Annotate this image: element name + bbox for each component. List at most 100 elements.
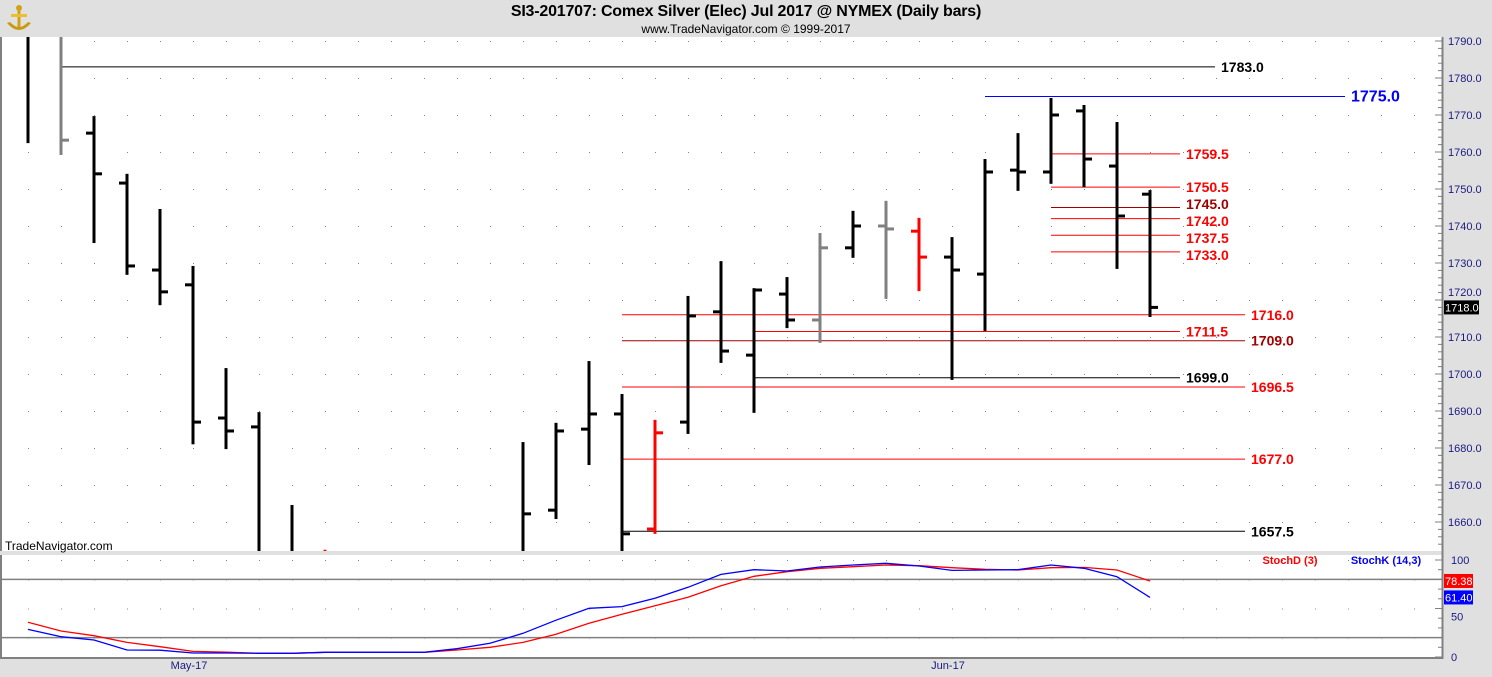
stoch-d-value: 78.38 <box>1445 576 1473 588</box>
grid-dot <box>325 411 326 412</box>
grid-dot <box>490 522 491 523</box>
level-label: 1775.0 <box>1351 89 1400 106</box>
grid-dot <box>1150 560 1151 561</box>
grid-dot <box>1414 608 1415 610</box>
grid-dot <box>556 337 557 338</box>
grid-dot <box>820 608 821 610</box>
grid-dot <box>820 189 821 190</box>
grid-dot <box>61 608 62 610</box>
grid-dot <box>787 189 788 190</box>
grid-dot <box>820 78 821 79</box>
bar-range <box>752 288 756 413</box>
grid-dot <box>358 300 359 301</box>
bar-range <box>191 265 195 445</box>
grid-dot <box>1117 522 1118 523</box>
grid-dot <box>292 152 293 153</box>
grid-dot <box>424 374 425 375</box>
grid-dot <box>28 152 29 153</box>
grid-dot <box>1183 608 1184 610</box>
grid-dot <box>853 411 854 412</box>
grid-dot <box>457 115 458 116</box>
grid-dot <box>820 522 821 523</box>
bar-open-tick <box>845 246 853 250</box>
grid-dot <box>523 152 524 153</box>
grid-dot <box>1183 115 1184 116</box>
grid-dot <box>1084 226 1085 227</box>
grid-dot <box>490 78 491 79</box>
grid-dot <box>457 448 458 449</box>
grid-dot <box>127 300 128 301</box>
grid-dot <box>1282 300 1283 301</box>
grid-dot <box>61 448 62 449</box>
grid-dot <box>1216 448 1217 449</box>
grid-dot <box>160 78 161 79</box>
grid-dot <box>655 189 656 190</box>
grid-dot <box>1249 522 1250 523</box>
grid-dot <box>325 41 326 42</box>
level-label: 1742.0 <box>1186 213 1229 229</box>
price-tick-label: 1690.0 <box>1448 406 1482 418</box>
grid-dot <box>1348 300 1349 301</box>
grid-dot <box>1249 448 1250 449</box>
bar-close-tick <box>1084 157 1092 161</box>
grid-dot <box>1348 608 1349 610</box>
grid-dot <box>556 226 557 227</box>
bar-close-tick <box>589 412 597 416</box>
grid-dot <box>424 411 425 412</box>
stoch-value-box <box>1444 573 1473 588</box>
grid-dot <box>490 411 491 412</box>
grid-dot <box>226 560 227 561</box>
grid-dot <box>1381 374 1382 375</box>
grid-dot <box>787 608 788 610</box>
ohlc-bar <box>647 419 663 534</box>
grid-dot <box>754 485 755 486</box>
bar-range <box>818 233 822 343</box>
grid-dot <box>1249 337 1250 338</box>
price-tick-label: 1770.0 <box>1448 110 1482 122</box>
grid-dot <box>1216 411 1217 412</box>
grid-dot <box>1018 337 1019 338</box>
ohlc-bar <box>26 37 30 144</box>
grid-dot <box>1348 41 1349 42</box>
grid-dot <box>622 263 623 264</box>
grid-dot <box>325 337 326 338</box>
grid-dot <box>358 263 359 264</box>
grid-dot <box>292 337 293 338</box>
bar-close-tick <box>820 246 828 250</box>
grid-dot <box>424 263 425 264</box>
grid-dot <box>589 337 590 338</box>
grid-dot <box>688 608 689 610</box>
grid-dot <box>1018 560 1019 561</box>
grid-dot <box>919 337 920 338</box>
level-label: 1709.0 <box>1251 333 1294 349</box>
bar-range <box>620 393 624 551</box>
grid-dot <box>94 300 95 301</box>
grid-dot <box>1117 485 1118 486</box>
grid-dot <box>127 411 128 412</box>
ohlc-bar <box>323 549 327 552</box>
bar-close-tick <box>655 431 663 435</box>
ohlc-bar <box>119 173 135 275</box>
grid-dot <box>94 608 95 610</box>
grid-dot <box>1183 263 1184 264</box>
grid-dot <box>754 226 755 227</box>
grid-dot <box>919 300 920 301</box>
grid-dot <box>886 300 887 301</box>
price-tick-label: 1700.0 <box>1448 369 1482 381</box>
grid-dot <box>556 115 557 116</box>
bar-range <box>851 210 855 258</box>
grid-dot <box>1348 448 1349 449</box>
ohlc-bar <box>1109 122 1125 269</box>
grid-dot <box>787 226 788 227</box>
grid-dot <box>1249 115 1250 116</box>
grid-dot <box>457 226 458 227</box>
grid-dot <box>424 300 425 301</box>
grid-dot <box>193 78 194 79</box>
grid-dot <box>820 226 821 227</box>
level-label: 1783.0 <box>1221 59 1264 75</box>
grid-dot <box>292 560 293 561</box>
grid-dot <box>1117 448 1118 449</box>
bar-range <box>323 549 327 552</box>
grid-dot <box>1051 608 1052 610</box>
